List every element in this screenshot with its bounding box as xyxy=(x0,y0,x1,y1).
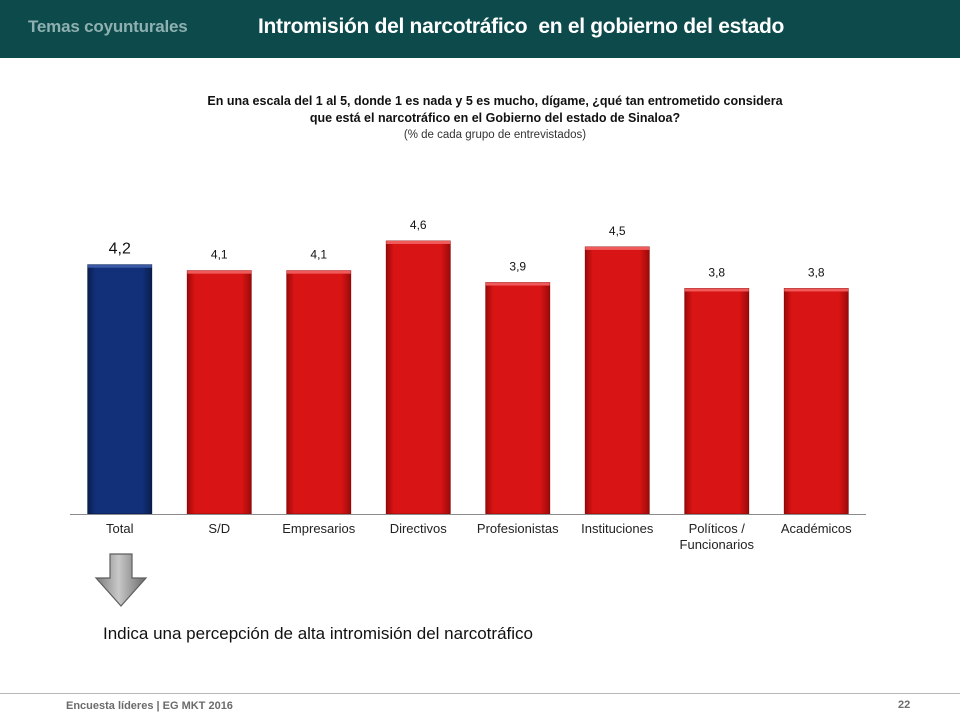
footer-source: Encuesta líderes | EG MKT 2016 xyxy=(66,700,233,712)
bar-highlight-6 xyxy=(684,288,749,292)
category-label-6-0: Políticos / xyxy=(689,521,746,536)
category-label-7: Académicos xyxy=(781,521,852,536)
bar-highlight-2 xyxy=(286,270,351,274)
footer-divider xyxy=(0,693,960,694)
category-label-0: Total xyxy=(106,521,134,536)
value-label-0: 4,2 xyxy=(109,241,131,258)
bar-2 xyxy=(286,270,352,515)
category-label-6-1: Funcionarios xyxy=(680,537,755,552)
bar-highlight-0 xyxy=(87,264,152,268)
bar-highlight-1 xyxy=(187,270,252,274)
value-label-5: 4,5 xyxy=(609,224,626,238)
survey-question: En una escala del 1 al 5, donde 1 es nad… xyxy=(100,93,890,127)
bar-0 xyxy=(87,264,153,515)
question-subtitle: (% de cada grupo de entrevistados) xyxy=(403,129,587,141)
page-number: 22 xyxy=(898,699,911,711)
value-label-3: 4,6 xyxy=(410,218,427,232)
insight-note: Indica una percepción de alta intromisió… xyxy=(103,624,533,643)
down-arrow-shape xyxy=(94,553,148,607)
bar-5 xyxy=(584,246,650,515)
bar-1 xyxy=(186,270,252,515)
bar-3 xyxy=(385,240,451,515)
value-label-1: 4,1 xyxy=(211,248,228,262)
page-title: Intromisión del narcotráfico en el gobie… xyxy=(258,15,785,38)
bar-highlight-3 xyxy=(386,241,451,244)
value-label-7: 3,8 xyxy=(808,265,825,279)
category-label-5: Instituciones xyxy=(581,521,654,536)
bar-chart: 4,2 Total 4,1 S/D 4,1 Empresarios 4,6 Directivo… xyxy=(70,218,866,552)
category-label-1: S/D xyxy=(208,521,230,536)
section-label: Temas coyunturales xyxy=(28,17,188,36)
category-label-3: Directivos xyxy=(390,521,448,536)
bar-6 xyxy=(684,288,750,515)
value-label-2: 4,1 xyxy=(310,248,327,262)
category-label-2: Empresarios xyxy=(282,521,355,536)
bar-7 xyxy=(783,288,849,515)
bar-highlight-5 xyxy=(585,246,650,250)
bar-highlight-4 xyxy=(485,282,550,286)
bar-4 xyxy=(485,282,551,515)
header-bar: Temas coyunturales Intromisión del narco… xyxy=(0,0,960,58)
question-line-2: que está el narcotráfico en el Gobierno … xyxy=(309,111,681,125)
question-line-1: En una escala del 1 al 5, donde 1 es nad… xyxy=(207,94,783,108)
value-label-6: 3,8 xyxy=(708,265,725,279)
value-label-4: 3,9 xyxy=(509,260,526,274)
category-label-4: Profesionistas xyxy=(477,521,559,536)
bar-highlight-7 xyxy=(784,288,849,292)
